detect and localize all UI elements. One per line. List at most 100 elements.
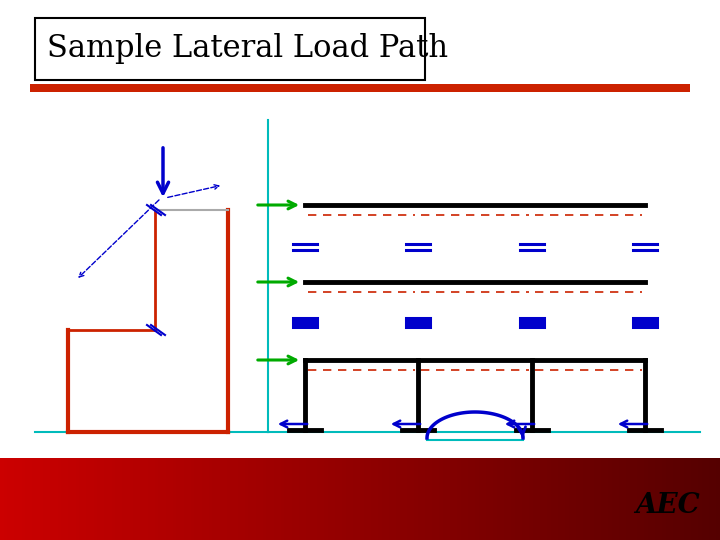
Bar — [666, 458, 670, 540]
Bar — [216, 458, 220, 540]
Bar — [446, 458, 451, 540]
Bar — [500, 458, 505, 540]
Bar — [626, 458, 631, 540]
Bar — [335, 458, 339, 540]
Bar — [331, 458, 336, 540]
Bar — [533, 458, 537, 540]
Bar — [673, 458, 678, 540]
Bar — [11, 458, 15, 540]
Bar — [648, 458, 652, 540]
Bar — [169, 458, 174, 540]
Bar — [65, 458, 69, 540]
Bar — [425, 458, 429, 540]
Bar — [662, 458, 667, 540]
Bar — [367, 458, 372, 540]
Bar — [497, 458, 501, 540]
Bar — [454, 458, 458, 540]
Bar — [266, 458, 271, 540]
Bar — [284, 458, 289, 540]
Bar — [360, 458, 364, 540]
Bar — [378, 458, 382, 540]
Bar — [486, 458, 490, 540]
Bar — [252, 458, 256, 540]
Bar — [259, 458, 264, 540]
Bar — [317, 458, 321, 540]
Bar — [281, 458, 285, 540]
Bar — [641, 458, 645, 540]
Bar — [695, 458, 699, 540]
Bar — [443, 458, 447, 540]
Bar — [450, 458, 454, 540]
Bar — [245, 458, 249, 540]
Bar — [148, 458, 152, 540]
Bar — [230, 458, 235, 540]
Bar — [324, 458, 328, 540]
Bar — [702, 458, 706, 540]
Bar — [482, 458, 487, 540]
Bar — [115, 458, 120, 540]
Bar — [623, 458, 627, 540]
Bar — [680, 458, 685, 540]
Bar — [151, 458, 156, 540]
Text: Sample Lateral Load Path: Sample Lateral Load Path — [47, 33, 448, 64]
Bar — [30, 84, 690, 92]
Bar — [112, 458, 116, 540]
Bar — [119, 458, 123, 540]
Bar — [288, 458, 292, 540]
Bar — [40, 458, 44, 540]
Bar — [410, 458, 415, 540]
Bar — [94, 458, 98, 540]
Bar — [328, 458, 332, 540]
Bar — [212, 458, 217, 540]
Bar — [353, 458, 357, 540]
Bar — [396, 458, 400, 540]
Bar — [130, 458, 134, 540]
Bar — [349, 458, 354, 540]
Bar — [144, 458, 148, 540]
Bar — [54, 458, 58, 540]
Bar — [670, 458, 674, 540]
Bar — [403, 458, 408, 540]
Bar — [0, 458, 4, 540]
Bar — [306, 458, 310, 540]
Bar — [464, 458, 469, 540]
Bar — [36, 458, 40, 540]
Bar — [187, 458, 192, 540]
Bar — [47, 458, 51, 540]
Bar — [137, 458, 141, 540]
Bar — [227, 458, 231, 540]
Bar — [457, 458, 462, 540]
Bar — [72, 458, 76, 540]
Bar — [83, 458, 87, 540]
Bar — [652, 458, 656, 540]
Bar — [122, 458, 127, 540]
Bar — [688, 458, 692, 540]
Bar — [176, 458, 181, 540]
Bar — [400, 458, 404, 540]
Bar — [706, 458, 710, 540]
Bar — [22, 458, 26, 540]
Bar — [104, 458, 109, 540]
FancyBboxPatch shape — [35, 18, 425, 80]
Bar — [684, 458, 688, 540]
Bar — [392, 458, 397, 540]
Bar — [598, 458, 602, 540]
Bar — [572, 458, 577, 540]
Bar — [29, 458, 33, 540]
Bar — [4, 458, 8, 540]
Bar — [274, 458, 278, 540]
Bar — [580, 458, 584, 540]
Bar — [508, 458, 512, 540]
Bar — [511, 458, 516, 540]
Bar — [68, 458, 73, 540]
Bar — [320, 458, 325, 540]
Bar — [14, 458, 19, 540]
Bar — [364, 458, 368, 540]
Bar — [234, 458, 238, 540]
Bar — [608, 458, 613, 540]
Bar — [479, 458, 483, 540]
Bar — [493, 458, 498, 540]
Bar — [698, 458, 703, 540]
Bar — [356, 458, 361, 540]
Bar — [220, 458, 224, 540]
